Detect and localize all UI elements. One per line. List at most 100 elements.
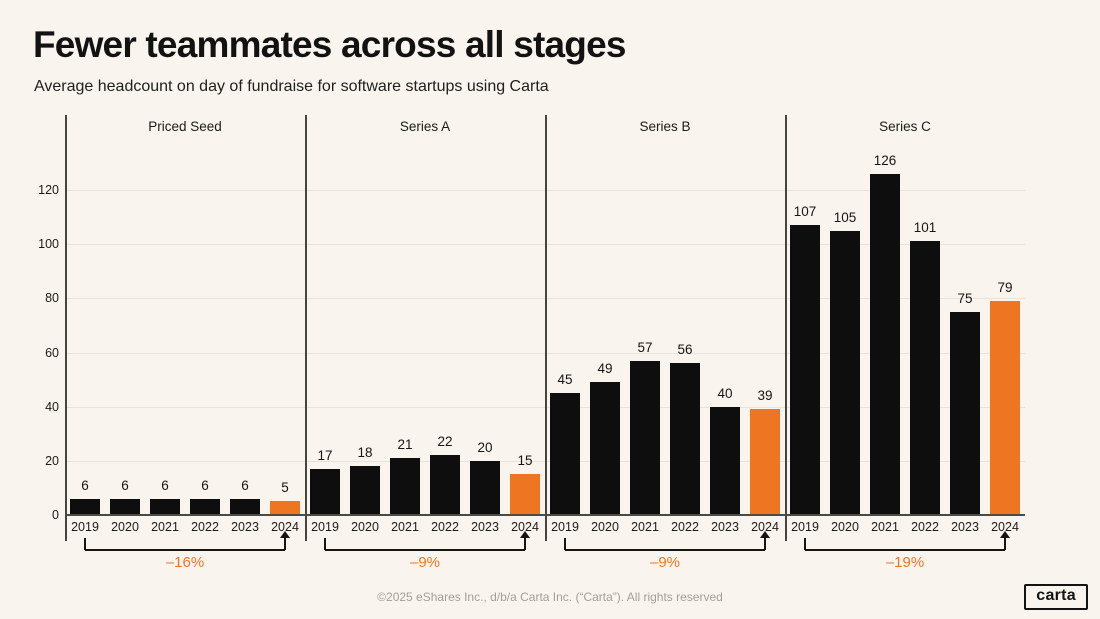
bar bbox=[950, 311, 980, 515]
bar bbox=[670, 363, 700, 515]
y-axis-tick-label: 120 bbox=[38, 183, 59, 197]
bracket-line bbox=[1004, 537, 1006, 550]
year-label: 2023 bbox=[231, 520, 259, 534]
bar-value-label: 6 bbox=[121, 477, 129, 493]
bar bbox=[470, 460, 500, 515]
year-label: 2019 bbox=[551, 520, 579, 534]
bar-value-label: 40 bbox=[717, 385, 733, 401]
y-axis-tick-label: 100 bbox=[38, 237, 59, 252]
y-axis-tick-label: 80 bbox=[45, 291, 59, 306]
bar-value-label: 49 bbox=[597, 361, 613, 377]
year-label: 2022 bbox=[431, 520, 459, 534]
y-axis-tick-label: 40 bbox=[45, 399, 59, 414]
bar-value-label: 39 bbox=[757, 388, 773, 404]
bar-value-label: 21 bbox=[397, 437, 413, 453]
bar bbox=[990, 301, 1020, 515]
year-label: 2019 bbox=[71, 520, 99, 534]
y-axis-tick-label: 20 bbox=[45, 453, 59, 468]
panel-label: Series C bbox=[879, 119, 931, 134]
bar bbox=[870, 173, 900, 515]
year-label: 2024 bbox=[511, 520, 539, 534]
year-label: 2021 bbox=[631, 520, 659, 534]
bar bbox=[110, 498, 140, 515]
bar-value-label: 45 bbox=[557, 372, 573, 388]
year-label: 2024 bbox=[991, 520, 1019, 534]
year-label: 2023 bbox=[951, 520, 979, 534]
panel-divider bbox=[785, 115, 787, 541]
bar bbox=[750, 409, 780, 515]
panel-divider bbox=[65, 115, 67, 541]
bracket-arrow bbox=[760, 531, 770, 538]
year-label: 2019 bbox=[311, 520, 339, 534]
y-axis-tick-label: 0 bbox=[52, 508, 59, 522]
bracket-line bbox=[564, 538, 566, 550]
bar bbox=[270, 501, 300, 515]
bar-value-label: 6 bbox=[201, 477, 209, 493]
bar-value-label: 75 bbox=[957, 290, 973, 306]
bar-value-label: 18 bbox=[357, 445, 373, 461]
bar-value-label: 107 bbox=[793, 204, 817, 220]
year-label: 2022 bbox=[191, 520, 219, 534]
bracket-line bbox=[85, 549, 285, 551]
bar bbox=[790, 225, 820, 515]
year-label: 2020 bbox=[351, 520, 379, 534]
bracket-line bbox=[805, 549, 1005, 551]
panel-divider bbox=[305, 115, 307, 541]
bar-value-label: 17 bbox=[317, 447, 333, 463]
y-axis-tick-label: 60 bbox=[45, 345, 59, 360]
panel-label: Series A bbox=[399, 119, 451, 134]
year-label: 2024 bbox=[271, 520, 299, 534]
bar-value-label: 56 bbox=[677, 342, 693, 358]
year-label: 2021 bbox=[391, 520, 419, 534]
bar-value-label: 6 bbox=[241, 477, 249, 493]
year-label: 2019 bbox=[791, 520, 819, 534]
bar-value-label: 101 bbox=[913, 220, 937, 236]
bracket-line bbox=[524, 537, 526, 550]
bar bbox=[230, 498, 260, 515]
bar-value-label: 6 bbox=[161, 477, 169, 493]
bar-value-label: 79 bbox=[997, 280, 1013, 296]
bar-value-label: 15 bbox=[517, 453, 533, 469]
bar bbox=[310, 468, 340, 515]
year-label: 2021 bbox=[151, 520, 179, 534]
axis-baseline bbox=[65, 514, 1025, 516]
bar bbox=[390, 458, 420, 515]
bracket-line bbox=[84, 538, 86, 550]
bar bbox=[710, 406, 740, 515]
year-label: 2021 bbox=[871, 520, 899, 534]
bracket-line bbox=[764, 537, 766, 550]
percent-change-label: –16% bbox=[165, 554, 205, 571]
year-label: 2023 bbox=[471, 520, 499, 534]
percent-change-label: –9% bbox=[409, 554, 441, 571]
bar bbox=[910, 241, 940, 515]
bar-value-label: 57 bbox=[637, 339, 653, 355]
bar bbox=[430, 455, 460, 515]
year-label: 2022 bbox=[671, 520, 699, 534]
page-subtitle: Average headcount on day of fundraise fo… bbox=[34, 78, 549, 95]
year-label: 2022 bbox=[911, 520, 939, 534]
bar bbox=[190, 498, 220, 515]
bar-value-label: 22 bbox=[437, 434, 453, 450]
percent-change-label: –19% bbox=[885, 554, 925, 571]
bar-value-label: 5 bbox=[281, 480, 289, 496]
year-label: 2020 bbox=[111, 520, 139, 534]
bar-value-label: 105 bbox=[833, 209, 857, 225]
bracket-arrow bbox=[520, 531, 530, 538]
year-label: 2020 bbox=[591, 520, 619, 534]
bar-value-label: 6 bbox=[81, 477, 89, 493]
bar-value-label: 20 bbox=[477, 439, 493, 455]
bracket-arrow bbox=[280, 531, 290, 538]
bar bbox=[630, 360, 660, 515]
bar bbox=[70, 498, 100, 515]
bar bbox=[830, 230, 860, 515]
panel-label: Priced Seed bbox=[148, 119, 222, 134]
bracket-line bbox=[324, 538, 326, 550]
page-title: Fewer teammates across all stages bbox=[33, 24, 626, 65]
percent-change-label: –9% bbox=[649, 554, 681, 571]
bracket-arrow bbox=[1000, 531, 1010, 538]
bar bbox=[150, 498, 180, 515]
bracket-line bbox=[804, 538, 806, 550]
bar bbox=[590, 382, 620, 515]
